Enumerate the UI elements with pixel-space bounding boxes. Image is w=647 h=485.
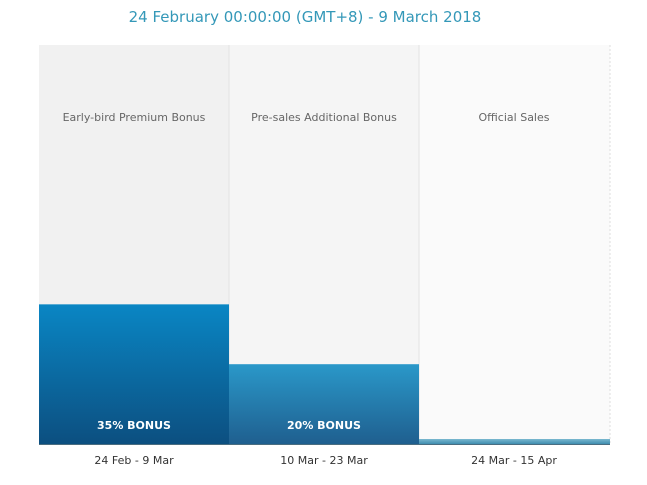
column-title-early-bird: Early-bird Premium Bonus [63, 111, 206, 124]
bar-pre-sales [229, 364, 419, 444]
column-title-pre-sales: Pre-sales Additional Bonus [251, 111, 397, 124]
bar-official-sales [419, 439, 610, 444]
bar-early-bird [39, 304, 229, 444]
column-title-official-sales: Official Sales [479, 111, 550, 124]
bar-label-pre-sales: 20% BONUS [287, 419, 361, 432]
x-tick-label-3: 24 Mar - 15 Apr [471, 454, 557, 467]
bar-label-early-bird: 35% BONUS [97, 419, 171, 432]
sale-period-title: 24 February 00:00:00 (GMT+8) - 9 March 2… [128, 8, 482, 26]
column-bg-3 [419, 45, 610, 445]
x-tick-label-2: 10 Mar - 23 Mar [280, 454, 368, 467]
x-tick-label-1: 24 Feb - 9 Mar [94, 454, 174, 467]
